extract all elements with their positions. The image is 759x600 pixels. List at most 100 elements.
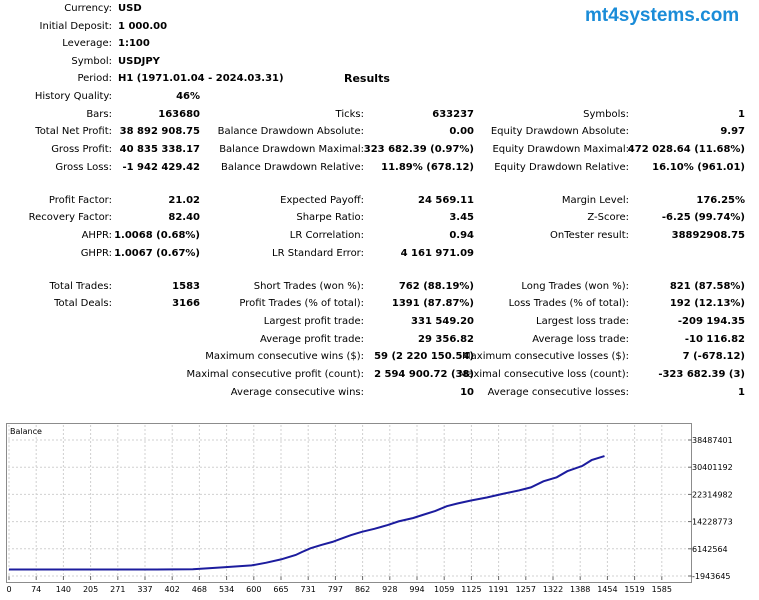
stat-label-bars: Bars: [86, 109, 112, 120]
brand-logo-text: mt4systems.com [585, 5, 740, 26]
stat-label-gross-profit: Gross Profit: [51, 144, 112, 155]
stat-value-ticks: 633237 [432, 109, 474, 120]
stat-value-expected-payoff: 24 569.11 [418, 195, 474, 206]
stat-label-total-deals: Total Deals: [54, 298, 112, 309]
stat-value-equity-dd-relative: 16.10% (961.01) [652, 162, 745, 173]
stat-label-average-profit-trade: Average profit trade: [259, 334, 364, 345]
stat-label-ontester-result: OnTester result: [549, 230, 629, 241]
stat-value-ghpr: 1.0067 (0.67%) [114, 248, 200, 259]
stat-label-average-consecutive-wins: Average consecutive wins: [230, 387, 364, 398]
stat-value-lr-correlation: 0.94 [449, 230, 474, 241]
stat-value-equity-dd-maximal: 472 028.64 (11.68%) [627, 144, 745, 155]
x-tick-label: 1585 [652, 585, 672, 594]
info-value-quality: 46% [176, 91, 200, 102]
info-value-symbol: USDJPY [118, 56, 160, 67]
stat-value-balance-dd-absolute: 0.00 [449, 126, 474, 137]
stat-label-equity-dd-absolute: Equity Drawdown Absolute: [490, 126, 629, 137]
stat-label-z-score: Z-Score: [587, 212, 629, 223]
x-tick-label: 1519 [624, 585, 644, 594]
info-label-symbol: Symbol: [71, 56, 112, 67]
stat-label-largest-loss-trade: Largest loss trade: [536, 316, 629, 327]
stat-value-sharpe-ratio: 3.45 [449, 212, 474, 223]
stat-label-lr-standard-error: LR Standard Error: [272, 248, 364, 259]
stat-value-gross-profit: 40 835 338.17 [119, 144, 200, 155]
stat-label-ahpr: AHPR: [81, 230, 112, 241]
stat-value-equity-dd-absolute: 9.97 [720, 126, 745, 137]
x-tick-label: 665 [273, 585, 288, 594]
stat-label-sharpe-ratio: Sharpe Ratio: [296, 212, 364, 223]
stat-value-total-deals: 3166 [172, 298, 200, 309]
x-tick-label: 140 [56, 585, 71, 594]
stat-value-balance-dd-relative: 11.89% (678.12) [381, 162, 474, 173]
x-tick-label: 0 [6, 585, 11, 594]
stat-value-gross-loss: -1 942 429.42 [122, 162, 200, 173]
stat-label-lr-correlation: LR Correlation: [289, 230, 364, 241]
stat-value-average-profit-trade: 29 356.82 [418, 334, 474, 345]
results-title: Results [344, 72, 390, 85]
x-tick-label: 1454 [597, 585, 617, 594]
stat-label-equity-dd-relative: Equity Drawdown Relative: [494, 162, 629, 173]
stat-value-max-consecutive-wins: 59 (2 220 150.54) [374, 351, 474, 362]
x-tick-label: 74 [31, 585, 41, 594]
stat-value-average-consecutive-wins: 10 [460, 387, 474, 398]
balance-series-line [9, 455, 605, 571]
stat-value-ahpr: 1.0068 (0.68%) [114, 230, 200, 241]
stat-label-loss-trades: Loss Trades (% of total): [508, 298, 629, 309]
x-tick-label: 1125 [461, 585, 481, 594]
x-tick-label: 1322 [543, 585, 563, 594]
stat-value-total-net-profit: 38 892 908.75 [119, 126, 200, 137]
stat-label-total-net-profit: Total Net Profit: [35, 126, 112, 137]
y-tick-label: -1943645 [692, 572, 731, 581]
stat-value-short-trades: 762 (88.19%) [398, 281, 474, 292]
stat-label-balance-dd-maximal: Balance Drawdown Maximal: [219, 144, 364, 155]
x-tick-label: 534 [219, 585, 234, 594]
stat-value-recovery-factor: 82.40 [168, 212, 200, 223]
stat-label-symbols: Symbols: [583, 109, 629, 120]
stat-value-symbols: 1 [738, 109, 745, 120]
x-tick-label: 402 [165, 585, 180, 594]
x-tick-label: 1191 [488, 585, 508, 594]
info-label-deposit: Initial Deposit: [39, 21, 112, 32]
info-label-quality: History Quality: [34, 91, 112, 102]
x-tick-label: 1257 [516, 585, 536, 594]
stat-label-recovery-factor: Recovery Factor: [28, 212, 112, 223]
stat-value-z-score: -6.25 (99.74%) [661, 212, 745, 223]
stat-label-total-trades: Total Trades: [49, 281, 113, 292]
stat-label-ghpr: GHPR: [80, 248, 112, 259]
y-tick-label: 22314982 [692, 490, 733, 499]
info-value-period: H1 (1971.01.04 - 2024.03.31) [118, 73, 284, 84]
stat-label-balance-dd-absolute: Balance Drawdown Absolute: [217, 126, 364, 137]
info-label-period: Period: [77, 73, 112, 84]
x-tick-label: 928 [382, 585, 397, 594]
y-tick-label: 14228773 [692, 518, 733, 527]
stat-label-maximal-consecutive-loss: Maximal consecutive loss (count): [458, 369, 629, 380]
stat-value-largest-profit-trade: 331 549.20 [411, 316, 474, 327]
stat-label-average-loss-trade: Average loss trade: [532, 334, 629, 345]
x-tick-label: 205 [83, 585, 98, 594]
x-tick-label: 1059 [434, 585, 454, 594]
stat-value-average-consecutive-losses: 1 [738, 387, 745, 398]
x-tick-label: 271 [110, 585, 125, 594]
stat-label-ticks: Ticks: [335, 109, 364, 120]
info-value-deposit: 1 000.00 [118, 21, 168, 32]
stat-label-maximal-consecutive-profit: Maximal consecutive profit (count): [186, 369, 364, 380]
stat-value-profit-factor: 21.02 [168, 195, 200, 206]
x-tick-label: 797 [328, 585, 343, 594]
info-label-currency: Currency: [64, 3, 112, 14]
stat-value-maximal-consecutive-profit: 2 594 900.72 (38) [374, 369, 474, 380]
x-tick-label: 468 [192, 585, 207, 594]
x-tick-label: 600 [246, 585, 261, 594]
x-tick-label: 337 [137, 585, 152, 594]
info-value-leverage: 1:100 [118, 38, 150, 49]
stat-label-max-consecutive-wins: Maximum consecutive wins ($): [205, 351, 364, 362]
stat-value-balance-dd-maximal: 323 682.39 (0.97%) [363, 144, 474, 155]
stat-label-profit-factor: Profit Factor: [48, 195, 112, 206]
stat-label-gross-loss: Gross Loss: [55, 162, 112, 173]
stat-value-largest-loss-trade: -209 194.35 [677, 316, 745, 327]
stat-value-lr-standard-error: 4 161 971.09 [400, 248, 474, 259]
stat-label-largest-profit-trade: Largest profit trade: [263, 316, 364, 327]
info-value-currency: USD [118, 3, 142, 14]
x-tick-label: 994 [409, 585, 424, 594]
stat-label-long-trades: Long Trades (won %): [521, 281, 629, 292]
